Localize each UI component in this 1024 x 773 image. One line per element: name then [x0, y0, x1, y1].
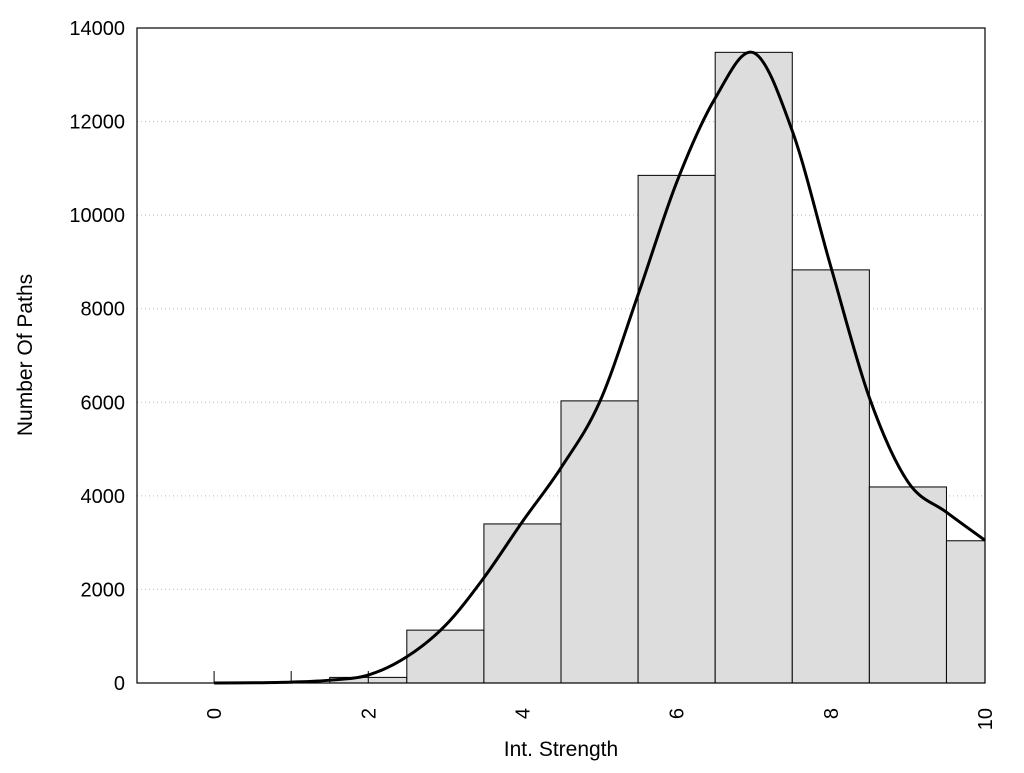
x-tick-label: 0 [204, 708, 226, 719]
bar [945, 540, 986, 684]
bars [329, 51, 986, 684]
bar [637, 174, 716, 684]
density-curve [214, 50, 986, 685]
x-tick-label: 2 [358, 708, 380, 719]
y-tick-label: 8000 [81, 299, 126, 321]
bar [714, 51, 793, 684]
y-tick-label: 2000 [81, 579, 126, 601]
bar [483, 523, 562, 684]
y-axis-label: Number Of Paths [14, 274, 37, 436]
y-tick-label: 14000 [69, 18, 125, 40]
x-tick-label: 8 [821, 708, 843, 719]
x-tick-label: 6 [667, 708, 689, 719]
x-axis-label: Int. Strength [504, 738, 618, 761]
bar [560, 400, 639, 684]
y-tick-label: 6000 [81, 392, 126, 414]
plot-frame [136, 27, 986, 684]
x-axis-ticks: 0 2 4 6 8 10 [204, 708, 997, 730]
bar [868, 486, 947, 684]
x-tick-label: 4 [512, 708, 534, 719]
bar [791, 269, 870, 684]
x-tick-label: 10 [975, 708, 997, 730]
y-axis-ticks: 0 2000 4000 6000 8000 10000 12000 14000 [69, 18, 125, 695]
y-tick-label: 10000 [69, 205, 125, 227]
y-tick-label: 4000 [81, 486, 126, 508]
y-tick-label: 0 [114, 673, 125, 695]
y-tick-label: 12000 [69, 112, 125, 134]
bar [406, 629, 485, 684]
